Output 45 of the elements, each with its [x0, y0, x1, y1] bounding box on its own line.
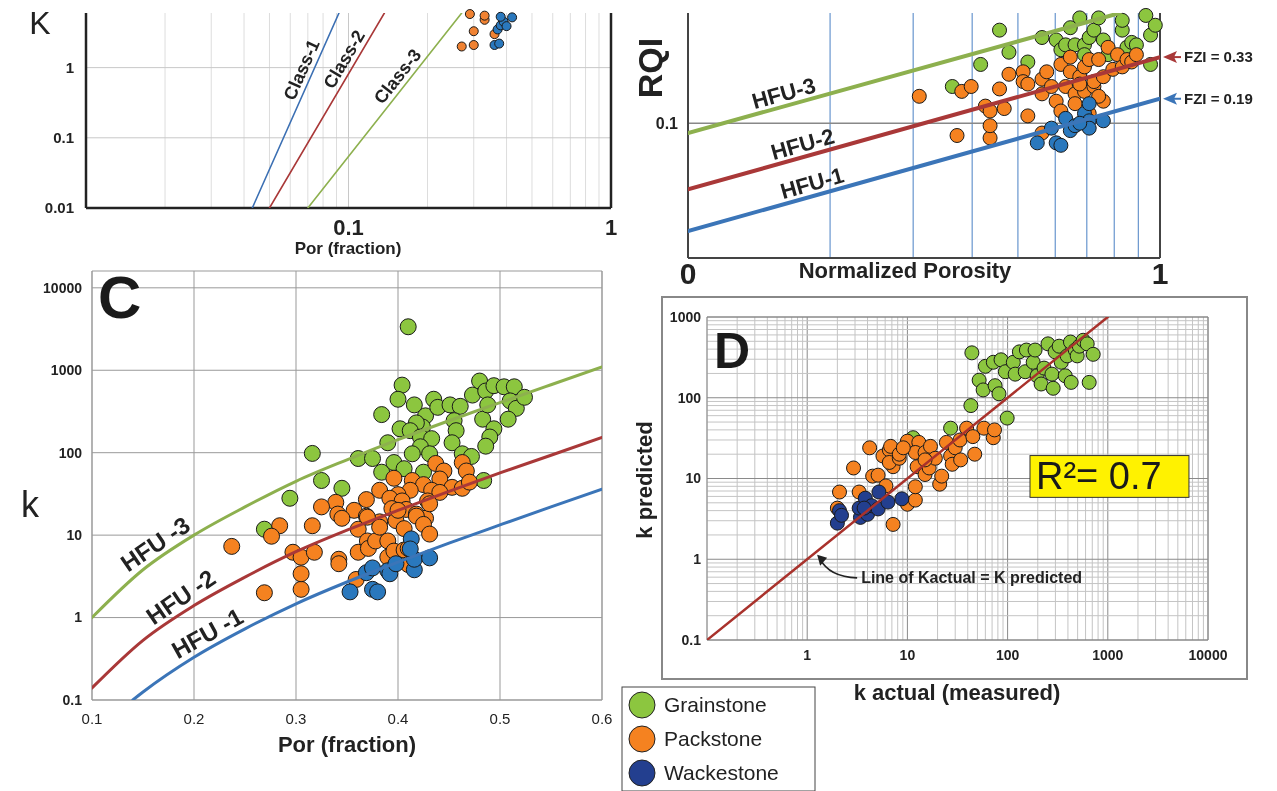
x-tick-label: 100: [995, 647, 1020, 663]
x-tick-label: 0.6: [591, 710, 613, 727]
y-tick-label: 1: [65, 58, 74, 76]
y-tick-label: 10: [66, 527, 83, 544]
x-axis-title: Por (fraction): [294, 239, 402, 258]
legend-label: Packstone: [664, 727, 763, 751]
x-tick-label: 1000: [1092, 647, 1124, 663]
y-tick-label: 10: [685, 470, 702, 487]
y-tick-label: 0.1: [681, 631, 702, 648]
annotation: FZI = 0.19: [1184, 90, 1253, 107]
annotation: FZI = 0.33: [1184, 48, 1253, 66]
annotation: C: [98, 264, 142, 331]
y-tick-label: 1000: [669, 308, 702, 325]
text: HFU -3: [115, 511, 195, 577]
y-tick-label: 100: [58, 444, 83, 461]
y-tick-label: 1: [693, 551, 702, 568]
y-axis-title: k predicted: [632, 421, 657, 539]
annotation: 0.1: [655, 114, 679, 132]
x-axis-title: k actual (measured): [853, 680, 1061, 705]
text: HFU-3: [749, 72, 819, 115]
x-axis-title: Por (fraction): [277, 732, 417, 757]
y-tick-label: 0.1: [62, 691, 83, 708]
x-tick-label: 0.1: [81, 710, 103, 727]
x-tick-label: 10: [899, 647, 916, 663]
annotation: D: [714, 323, 751, 379]
y-axis-title: k: [21, 484, 40, 525]
y-axis-title: RQI: [631, 37, 669, 99]
y-tick-label: 0.01: [44, 199, 74, 217]
y-tick-label: 100: [677, 389, 702, 406]
y-axis-title: K: [29, 5, 51, 41]
legend-label: Wackestone: [664, 761, 779, 785]
y-tick-label: 1000: [50, 362, 83, 379]
annotation: R²= 0.7: [1036, 455, 1162, 497]
x-tick-label: 0.2: [183, 710, 205, 727]
y-tick-label: 1: [74, 609, 83, 626]
y-tick-label: 0.1: [53, 129, 74, 147]
x-tick-label: 0.3: [285, 710, 307, 727]
x-tick-label: 10000: [1188, 647, 1228, 663]
annotation: Line of Kactual = K predicted: [861, 568, 1083, 586]
x-tick-label: 1: [803, 647, 812, 663]
x-tick-label: 0.5: [489, 710, 511, 727]
legend-label: Grainstone: [664, 693, 767, 717]
x-tick-label: 0.4: [387, 710, 409, 727]
x-axis-title: Normalized Porosity: [798, 258, 1013, 283]
x-tick-label: 0: [679, 257, 697, 290]
